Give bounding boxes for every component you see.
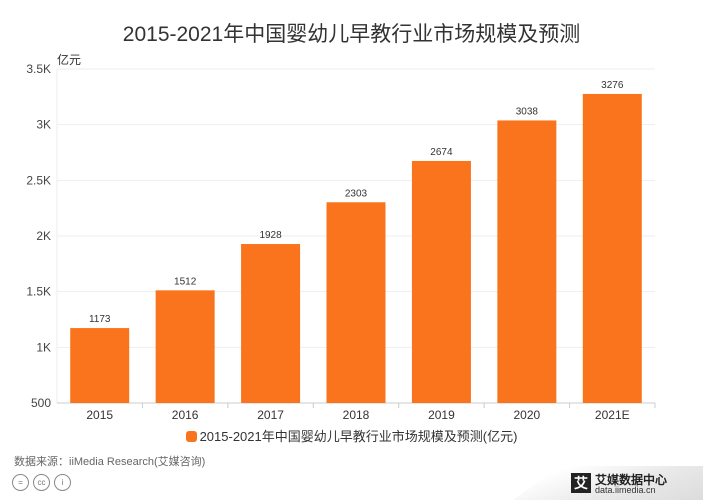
x-tick-label: 2018 [343,408,370,422]
data-label: 2303 [345,188,368,199]
brand-url: data.iimedia.cn [595,485,656,495]
y-tick-label: 3K [36,118,51,132]
x-tick-label: 2019 [428,408,455,422]
x-tick-label: 2017 [257,408,284,422]
bar [411,160,471,403]
data-label: 2674 [430,147,453,158]
y-tick-label: 2.5K [26,173,51,187]
bar [155,290,215,403]
brand-logo: 艾 [571,473,591,493]
brand-name: 艾媒数据中心 [595,473,668,487]
legend-swatch [185,431,197,442]
no-derivatives-icon: = [12,474,29,491]
chart-title: 2015-2021年中国婴幼儿早教行业市场规模及预测 [122,23,581,46]
attribution-icon: i [54,474,71,491]
brand-watermark: 艾 艾媒数据中心 data.iimedia.cn [513,466,703,500]
source-note: 数据来源：iiMedia Research(艾媒咨询) [14,456,206,468]
y-tick-label: 2K [36,229,51,243]
data-label: 1928 [259,230,282,241]
x-tick-label: 2016 [172,408,199,422]
bar [497,120,557,403]
license-icons: = cc i [12,474,71,491]
legend-label: 2015-2021年中国婴幼儿早教行业市场规模及预测(亿元) [199,429,518,444]
y-axis-label: 亿元 [57,52,81,67]
data-label: 1512 [174,276,197,287]
bar [70,328,130,403]
legend[interactable]: 2015-2021年中国婴幼儿早教行业市场规模及预测(亿元) [0,426,703,445]
x-tick-label: 2015 [86,408,113,422]
y-tick-label: 500 [31,396,51,410]
y-tick-label: 1.5K [26,285,51,299]
bar [241,244,301,403]
bar [326,202,386,403]
y-tick-label: 3.5K [26,62,51,76]
data-label: 1173 [89,314,111,325]
x-tick-label: 2020 [514,408,541,422]
x-tick-label: 2021E [595,408,630,422]
bar [582,93,642,404]
y-tick-label: 1K [36,340,51,354]
creative-commons-icon: cc [33,474,50,491]
data-label: 3038 [516,106,539,117]
data-label: 3276 [601,80,624,91]
